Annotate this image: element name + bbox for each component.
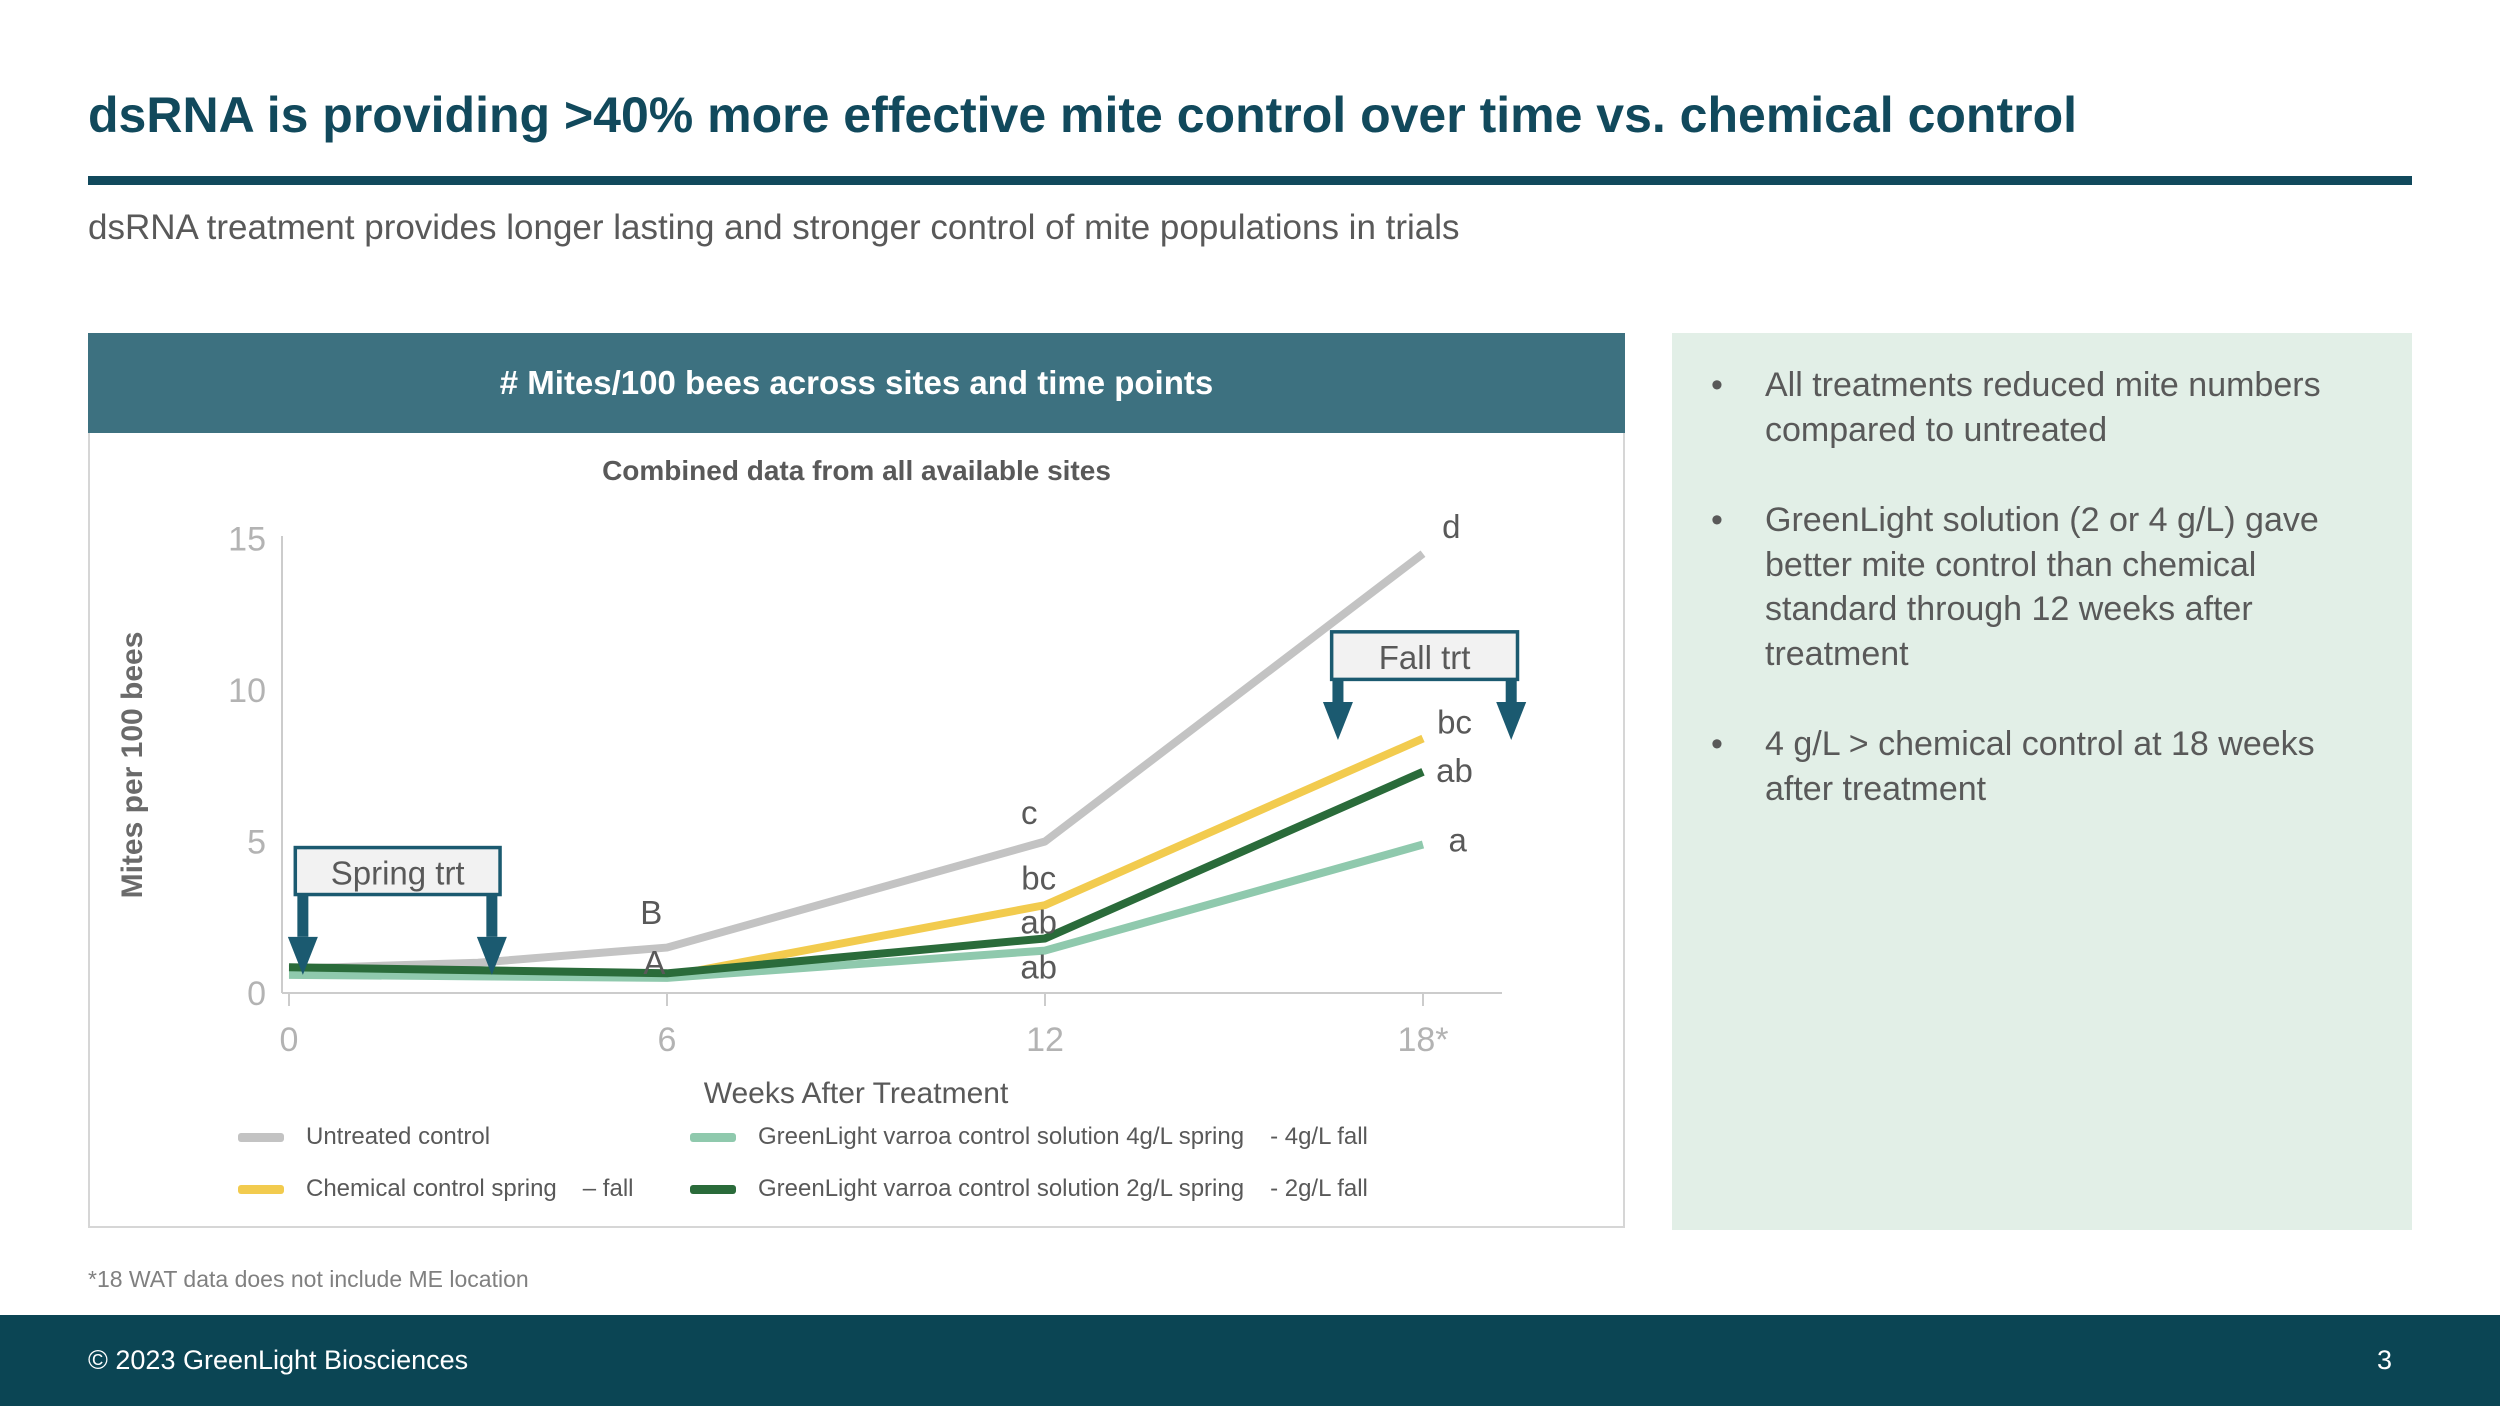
page-title: dsRNA is providing >40% more effective m… — [88, 87, 2078, 143]
insight-bullet-2: GreenLight solution (2 or 4 g/L) gave be… — [1705, 498, 2367, 676]
legend-fall-label: – fall — [582, 1175, 634, 1202]
legend-item-greenlight-2g: GreenLight varroa control solution 2g/L … — [690, 1175, 1368, 1203]
chart-legend: Untreated control GreenLight varroa contr… — [238, 1123, 1368, 1203]
chart-text: 5 — [247, 824, 266, 862]
chart-text: 18* — [1397, 1021, 1448, 1059]
insights-panel: All treatments reduced mite numbers comp… — [1672, 333, 2412, 1230]
mite-chart-card: # Mites/100 bees across sites and time p… — [88, 333, 1625, 1230]
footer-bar: © 2023 GreenLight Biosciences 3 — [0, 1315, 2500, 1406]
insight-bullet-1: All treatments reduced mite numbers comp… — [1705, 363, 2367, 452]
footer-page-number: 3 — [2376, 1345, 2392, 1375]
chart-text: B — [640, 894, 662, 931]
footer-copyright: © 2023 GreenLight Biosciences — [88, 1345, 469, 1375]
legend-label: Chemical control spring — [306, 1175, 557, 1202]
insights-bullet-list: All treatments reduced mite numbers comp… — [1705, 363, 2367, 811]
mite-chart-plot: 0 5 10 15 0 6 12 18* Weeks After Treatment Mites … — [116, 508, 1527, 1110]
annotation-box — [293, 845, 502, 897]
chart-text: 15 — [228, 521, 266, 559]
series-line-greenlight-4g — [288, 840, 1425, 982]
chart-text: c — [1021, 794, 1038, 831]
page-subtitle: dsRNA treatment provides longer lasting … — [88, 208, 1460, 247]
chart-text: Weeks After Treatment — [704, 1077, 1009, 1110]
chart-text: 10 — [228, 672, 266, 710]
chart-text: 6 — [658, 1021, 677, 1059]
legend-swatch-icon — [238, 1184, 284, 1194]
annotation-box — [1329, 630, 1520, 682]
chart-body: Combined data from all available sites 0… — [88, 433, 1625, 1228]
chart-text: 0 — [280, 1021, 299, 1059]
down-arrow-icon — [1496, 701, 1527, 740]
chart-text: Spring trt — [331, 855, 465, 892]
legend-item-greenlight-4g: GreenLight varroa control solution 4g/L … — [690, 1123, 1368, 1151]
legend-label: Untreated control — [306, 1123, 491, 1150]
legend-fall-label: - 4g/L fall — [1270, 1123, 1368, 1150]
series-line-greenlight-2g — [288, 768, 1425, 978]
legend-swatch-icon — [690, 1184, 736, 1194]
legend-fall-label: - 2g/L fall — [1270, 1175, 1368, 1202]
chart-subtitle: Combined data from all available sites — [602, 455, 1111, 486]
down-arrow-icon — [476, 936, 507, 975]
chart-text: bc — [1021, 859, 1056, 896]
chart-text: Fall trt — [1379, 639, 1471, 676]
insight-bullet-3: 4 g/L > chemical control at 18 weeks aft… — [1705, 722, 2367, 811]
chart-text: 0 — [247, 975, 266, 1013]
chart-text: ab — [1020, 903, 1057, 940]
legend-label: GreenLight varroa control solution 2g/L … — [758, 1175, 1245, 1202]
chart-text: 12 — [1026, 1021, 1064, 1059]
down-arrow-icon — [1505, 679, 1517, 702]
down-arrow-icon — [1322, 701, 1353, 740]
legend-swatch-icon — [238, 1132, 284, 1142]
chart-text: ab — [1020, 949, 1057, 986]
down-arrow-icon — [287, 936, 318, 975]
chart-text: bc — [1437, 703, 1472, 740]
chart-text: A — [643, 944, 665, 981]
legend-label: GreenLight varroa control solution 4g/L … — [758, 1123, 1245, 1150]
chart-header-title: # Mites/100 bees across sites and time p… — [499, 364, 1214, 401]
chart-text: d — [1442, 508, 1460, 545]
down-arrow-icon — [1332, 679, 1344, 702]
down-arrow-icon — [297, 894, 309, 937]
down-arrow-icon — [486, 894, 498, 937]
title-divider — [88, 176, 2412, 185]
series-line-untreated — [288, 550, 1426, 973]
chart-text: a — [1448, 821, 1467, 858]
footnote: *18 WAT data does not include ME locatio… — [88, 1266, 529, 1292]
chart-text: Mites per 100 bees — [116, 632, 149, 899]
chart-header-bar: # Mites/100 bees across sites and time p… — [88, 333, 1625, 433]
legend-item-chemical: Chemical control spring – fall — [238, 1175, 690, 1203]
legend-swatch-icon — [690, 1132, 736, 1142]
legend-item-untreated: Untreated control — [238, 1123, 690, 1151]
chart-text: ab — [1436, 752, 1473, 789]
